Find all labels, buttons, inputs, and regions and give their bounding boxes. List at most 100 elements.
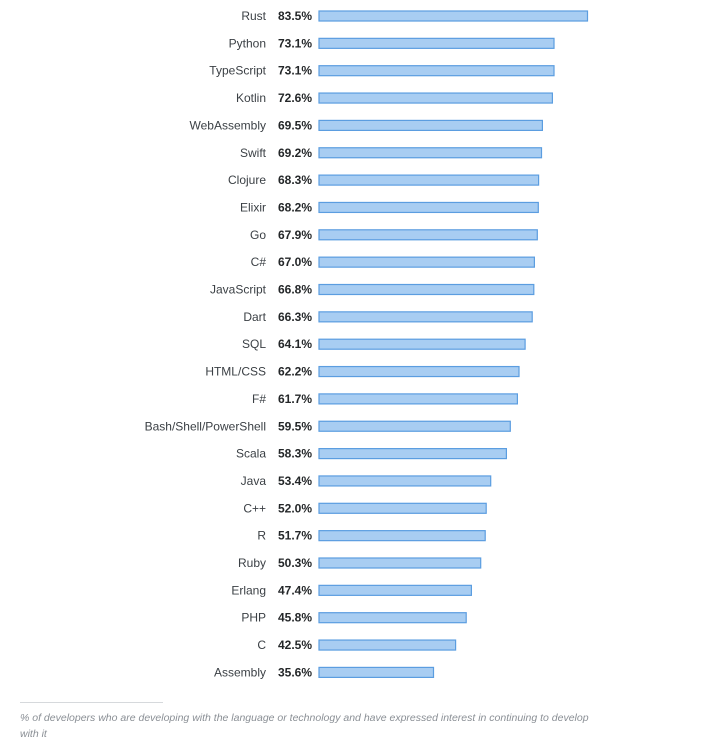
bar: [318, 584, 472, 596]
bar: [318, 311, 533, 323]
value-label: 73.1%: [278, 36, 312, 50]
bar: [318, 256, 535, 268]
bar: [318, 365, 520, 378]
bar: [318, 420, 511, 432]
bar-row-kotlin: Kotlin 72.6%: [236, 91, 553, 105]
bar-row-python: Python 73.1%: [229, 36, 555, 50]
category-label: SQL: [242, 337, 266, 351]
bar-row-bash-shell-powershell: Bash/Shell/PowerShell 59.5%: [145, 419, 511, 433]
value-label: 69.5%: [278, 118, 312, 132]
value-label: 67.0%: [278, 255, 312, 269]
category-label: PHP: [241, 611, 266, 625]
category-label: Ruby: [238, 556, 266, 570]
category-label: F#: [252, 392, 266, 406]
bar-row-r: R 51.7%: [257, 529, 486, 543]
value-label: 35.6%: [278, 665, 312, 679]
footnote: % of developers who are developing with …: [20, 712, 589, 740]
category-label: C#: [251, 255, 267, 269]
bar-row-go: Go 67.9%: [250, 228, 538, 242]
bar: [318, 229, 538, 241]
value-label: 64.1%: [278, 337, 312, 351]
bar: [318, 119, 543, 132]
value-label: 83.5%: [278, 9, 312, 23]
bar: [318, 393, 518, 405]
category-label: Dart: [243, 310, 266, 324]
category-label: Kotlin: [236, 91, 266, 105]
value-label: 58.3%: [278, 447, 312, 461]
bar-row-c: C++ 52.0%: [243, 501, 487, 515]
bar-row-f: F# 61.7%: [252, 392, 518, 406]
bar-row-javascript: JavaScript 66.8%: [210, 283, 535, 297]
value-label: 66.3%: [278, 310, 312, 324]
value-label: 66.8%: [278, 283, 312, 297]
value-label: 68.2%: [278, 200, 312, 214]
bar: [318, 612, 467, 624]
bar-row-clojure: Clojure 68.3%: [228, 173, 540, 187]
bar: [318, 557, 482, 569]
value-label: 59.5%: [278, 419, 312, 433]
category-label: Go: [250, 228, 266, 242]
bar-row-html-css: HTML/CSS 62.2%: [205, 365, 520, 379]
bar-row-scala: Scala 58.3%: [236, 447, 507, 461]
footnote-divider: [20, 702, 163, 703]
bar-row-c: C 42.5%: [257, 638, 457, 652]
bar: [318, 448, 507, 460]
value-label: 50.3%: [278, 556, 312, 570]
value-label: 61.7%: [278, 392, 312, 406]
category-label: Java: [241, 474, 267, 488]
bar-row-webassembly: WebAssembly 69.5%: [190, 118, 543, 132]
bar: [318, 502, 487, 514]
bar-row-java: Java 53.4%: [241, 474, 492, 488]
bar: [318, 530, 486, 542]
bar: [318, 338, 526, 350]
value-label: 67.9%: [278, 228, 312, 242]
category-label: Assembly: [214, 665, 266, 679]
bar: [318, 201, 539, 214]
bar: [318, 666, 435, 679]
value-label: 47.4%: [278, 583, 312, 597]
bar: [318, 92, 553, 104]
bar: [318, 65, 555, 77]
category-label: Erlang: [231, 583, 266, 597]
category-label: Python: [229, 36, 266, 50]
bar: [318, 174, 540, 186]
value-label: 53.4%: [278, 474, 312, 488]
value-label: 72.6%: [278, 91, 312, 105]
category-label: Swift: [240, 146, 267, 160]
value-label: 52.0%: [278, 501, 312, 515]
bar: [318, 147, 543, 159]
bar-row-assembly: Assembly 35.6%: [214, 665, 435, 679]
category-label: Scala: [236, 447, 266, 461]
category-label: JavaScript: [210, 283, 267, 297]
category-label: Clojure: [228, 173, 266, 187]
value-label: 73.1%: [278, 64, 312, 78]
category-label: TypeScript: [209, 64, 266, 78]
bar-row-dart: Dart 66.3%: [243, 310, 533, 324]
bar: [318, 475, 492, 487]
value-label: 62.2%: [278, 365, 312, 379]
bar-row-rust: Rust 83.5%: [241, 9, 589, 23]
category-label: R: [257, 529, 266, 543]
value-label: 51.7%: [278, 529, 312, 543]
category-label: Bash/Shell/PowerShell: [145, 419, 266, 433]
bar-row-php: PHP 45.8%: [241, 611, 467, 625]
category-label: HTML/CSS: [205, 365, 266, 379]
bar-row-swift: Swift 69.2%: [240, 146, 543, 160]
category-label: WebAssembly: [190, 118, 266, 132]
bar-row-sql: SQL 64.1%: [242, 337, 526, 351]
bar-chart: Rust 83.5% Python 73.1% TypeScript 73.1% Kotli…: [145, 9, 589, 679]
category-label: C++: [243, 501, 266, 515]
bar-row-c: C# 67.0%: [251, 255, 535, 269]
value-label: 69.2%: [278, 146, 312, 160]
category-label: Elixir: [240, 200, 266, 214]
category-label: C: [257, 638, 266, 652]
value-label: 45.8%: [278, 611, 312, 625]
value-label: 42.5%: [278, 638, 312, 652]
bar: [318, 283, 535, 296]
bar-row-erlang: Erlang 47.4%: [231, 583, 472, 597]
value-label: 68.3%: [278, 173, 312, 187]
bar: [318, 37, 555, 49]
bar-row-ruby: Ruby 50.3%: [238, 556, 482, 570]
bar-row-typescript: TypeScript 73.1%: [209, 64, 555, 78]
bar: [318, 10, 589, 22]
